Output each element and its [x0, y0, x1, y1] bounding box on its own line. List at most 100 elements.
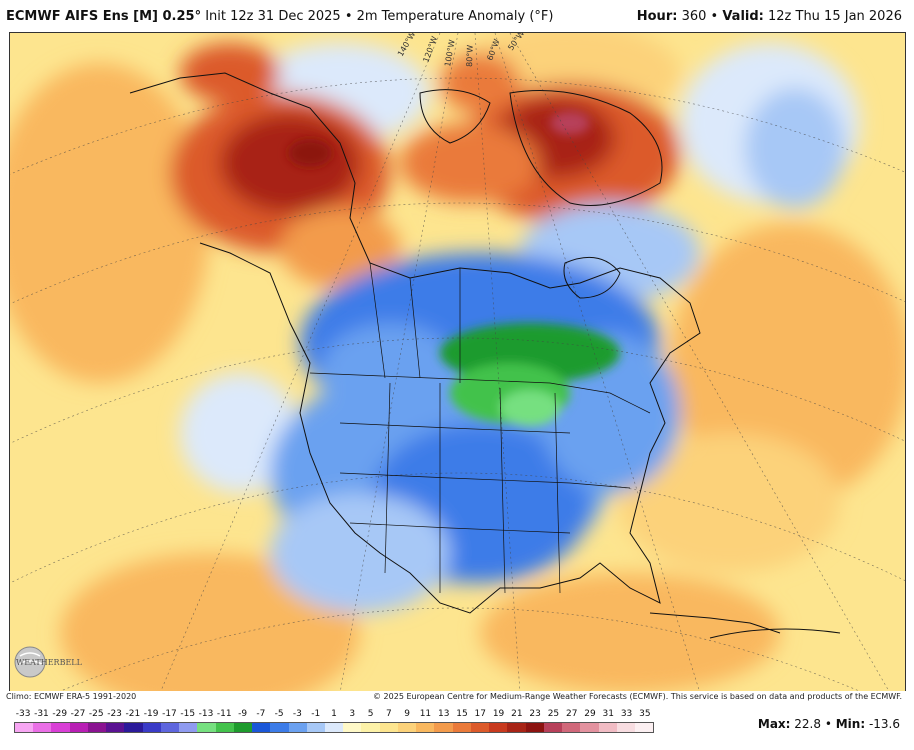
max-value: 22.8 •	[790, 717, 836, 731]
anomaly-map: 140°W 120°W 100°W 80°W 60°W 50°W	[9, 32, 906, 691]
logo-text: WEATHERBELL	[16, 658, 83, 667]
scale-tick-label: -19	[143, 709, 159, 719]
scale-tick-label: 19	[492, 709, 505, 719]
scale-tick-label: 31	[602, 709, 615, 719]
max-label: Max:	[757, 717, 791, 731]
scale-swatch	[452, 723, 471, 732]
scale-swatch	[470, 723, 490, 732]
scale-swatch	[69, 723, 88, 732]
scale-tick-label: 27	[565, 709, 578, 719]
scale-swatch	[233, 723, 253, 732]
scale-swatch	[343, 723, 362, 732]
valid-value: 12z Thu 15 Jan 2026	[763, 9, 902, 24]
scale-labels: -33 -31 -29 -27 -25 -23 -21 -19 -17 -15 -13 -11 -9 -7…	[14, 709, 654, 721]
map-svg: 140°W 120°W 100°W 80°W 60°W 50°W	[10, 33, 905, 691]
scale-tick-label: -29	[52, 709, 68, 719]
coastlines	[129, 72, 841, 639]
scale-tick-label: -1	[311, 709, 321, 719]
scale-swatch	[215, 723, 234, 732]
scale-tick-label: -3	[292, 709, 302, 719]
scale-tick-label: -13	[198, 709, 214, 719]
max-min-readout: Max: 22.8 • Min: -13.6	[758, 717, 900, 731]
scale-tick-label: -5	[274, 709, 284, 719]
scale-tick-label: 29	[584, 709, 596, 719]
scale-swatch	[598, 723, 617, 732]
scale-swatch	[580, 723, 599, 732]
scale-tick-label: -11	[216, 709, 232, 719]
scale-tick-label: -21	[125, 709, 141, 719]
header: ECMWF AIFS Ens [M] 0.25° Init 12z 31 Dec…	[0, 0, 914, 32]
scale-swatch	[616, 723, 635, 732]
scale-swatch	[33, 723, 52, 732]
scale-swatch	[434, 723, 453, 732]
scale-tick-label: 5	[367, 709, 374, 719]
logo-graphic: WEATHERBELL	[14, 646, 83, 678]
coldest-core	[288, 111, 620, 426]
scale-swatch	[525, 723, 544, 732]
scale-swatch	[397, 723, 417, 732]
scale-tick-label: -23	[107, 709, 122, 719]
scale-tick-label: 3	[349, 709, 356, 719]
scale-tick-label: 35	[639, 709, 651, 719]
scale-swatch	[379, 723, 398, 732]
scale-tick-label: -27	[70, 709, 86, 719]
min-label: Min:	[835, 717, 866, 731]
valid-label: Valid:	[722, 9, 764, 24]
scale-tick-label: -7	[256, 709, 266, 719]
chart-title: ECMWF AIFS Ens [M] 0.25° Init 12z 31 Dec…	[6, 9, 553, 24]
scale-swatch	[324, 723, 344, 732]
scale-tick-label: 23	[529, 709, 541, 719]
scale-swatch	[160, 723, 180, 732]
weatherbell-logo: WEATHERBELL	[12, 642, 102, 682]
scale-swatch	[416, 723, 435, 732]
scale-tick-label: 13	[437, 709, 450, 719]
scale-tick-label: -15	[180, 709, 196, 719]
scale-tick-label: -25	[88, 709, 104, 719]
political-borders	[309, 262, 651, 594]
degree-symbol: °	[194, 9, 202, 24]
anomaly-fields	[10, 33, 905, 691]
scale-swatch	[179, 723, 198, 732]
scale-swatch	[489, 723, 508, 732]
scale-swatch	[306, 723, 325, 732]
scale-tick-label: 1	[331, 709, 337, 719]
scale-swatch	[87, 723, 107, 732]
scale-tick-label: 21	[511, 709, 523, 719]
scale-swatch	[124, 723, 143, 732]
scale-tick-label: 7	[385, 709, 392, 719]
scale-tick-label: 17	[474, 709, 487, 719]
scale-swatch	[288, 723, 307, 732]
graticule	[10, 33, 905, 691]
scale-tick-label: 11	[419, 709, 432, 719]
scale-tick-label: 25	[547, 709, 560, 719]
hour-label: Hour:	[636, 9, 678, 24]
scale-tick-label: 15	[456, 709, 468, 719]
scale-swatch	[142, 723, 161, 732]
scale-tick-label: -9	[238, 709, 248, 719]
scale-swatch	[507, 723, 526, 732]
scale-swatch	[270, 723, 289, 732]
forecast-hour: Hour: 360 • Valid: 12z Thu 15 Jan 2026	[637, 9, 902, 24]
scale-swatch	[106, 723, 125, 732]
min-value: -13.6	[865, 717, 900, 731]
model-name: ECMWF AIFS Ens [M] 0.25	[6, 9, 195, 24]
init-description: Init 12z 31 Dec 2025 • 2m Temperature An…	[201, 9, 554, 24]
scale-swatch	[197, 723, 216, 732]
scale-swatch	[361, 723, 380, 732]
scale-swatch	[15, 723, 34, 732]
scale-swatch	[543, 723, 563, 732]
scale-swatch	[252, 723, 271, 732]
lon-label-80w: 80°W	[465, 45, 475, 67]
scale-tick-label: -33	[15, 709, 31, 719]
scale-swatch	[634, 723, 654, 732]
scale-bar	[14, 722, 654, 733]
color-scale: -33 -31 -29 -27 -25 -23 -21 -19 -17 -15 -13 -11 -9 -7…	[14, 709, 654, 739]
climo-credit: Climo: ECMWF ERA-5 1991-2020	[6, 692, 137, 701]
scale-tick-label: -17	[162, 709, 177, 719]
scale-tick-label: -31	[34, 709, 49, 719]
copyright-credit: © 2025 European Centre for Medium-Range …	[373, 692, 902, 701]
hour-value: 360 •	[677, 9, 723, 24]
scale-swatch	[562, 723, 581, 732]
scale-tick-label: 33	[620, 709, 633, 719]
scale-tick-label: 9	[404, 709, 411, 719]
